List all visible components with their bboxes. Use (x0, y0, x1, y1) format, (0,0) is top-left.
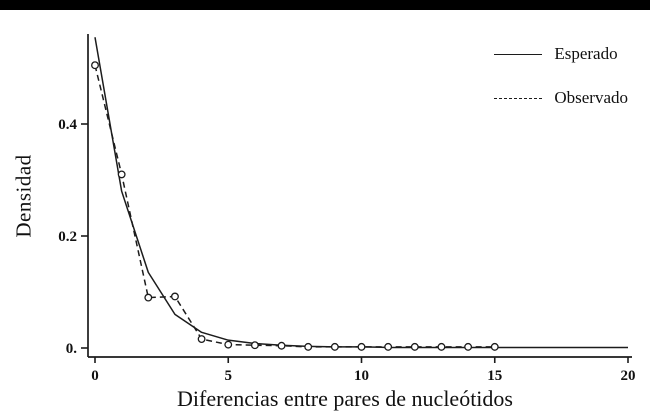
x-tick-label: 5 (225, 368, 233, 384)
observado-marker (357, 342, 366, 351)
legend: Esperado Observado (494, 44, 628, 108)
observado-marker (384, 342, 393, 351)
solid-line-sample (494, 53, 543, 55)
observado-marker (144, 293, 153, 302)
observado-marker (224, 340, 233, 349)
x-tick-label: 15 (487, 368, 502, 384)
x-axis-label: Diferencias entre pares de nucleótidos (177, 386, 513, 411)
legend-entry-esperado: Esperado (494, 44, 628, 64)
observado-marker (330, 342, 339, 351)
observado-marker (410, 342, 419, 351)
observado-marker (277, 341, 286, 350)
observado-marker (464, 342, 473, 351)
x-tick-label: 20 (621, 368, 636, 384)
y-tick-label: 0.4 (58, 117, 77, 133)
observado-marker (304, 342, 313, 351)
observado-marker (170, 292, 179, 301)
y-axis-label: Densidad (11, 154, 36, 238)
x-tick-label: 0 (91, 368, 99, 384)
dashed-line-sample (494, 97, 543, 99)
legend-label-esperado: Esperado (554, 44, 618, 63)
observado-marker (197, 335, 206, 343)
legend-entry-observado: Observado (494, 88, 628, 108)
observado-marker (250, 341, 259, 350)
series-observado-line (94, 65, 495, 348)
observado-marker (490, 342, 499, 351)
legend-label-observado: Observado (554, 88, 628, 107)
y-tick-label: 0.2 (58, 229, 77, 245)
observado-marker (91, 61, 99, 70)
observado-marker (437, 342, 446, 351)
top-border-bar (0, 0, 650, 10)
y-tick-label: 0. (66, 341, 78, 357)
x-tick-label: 10 (354, 368, 369, 384)
observado-marker (117, 170, 126, 179)
